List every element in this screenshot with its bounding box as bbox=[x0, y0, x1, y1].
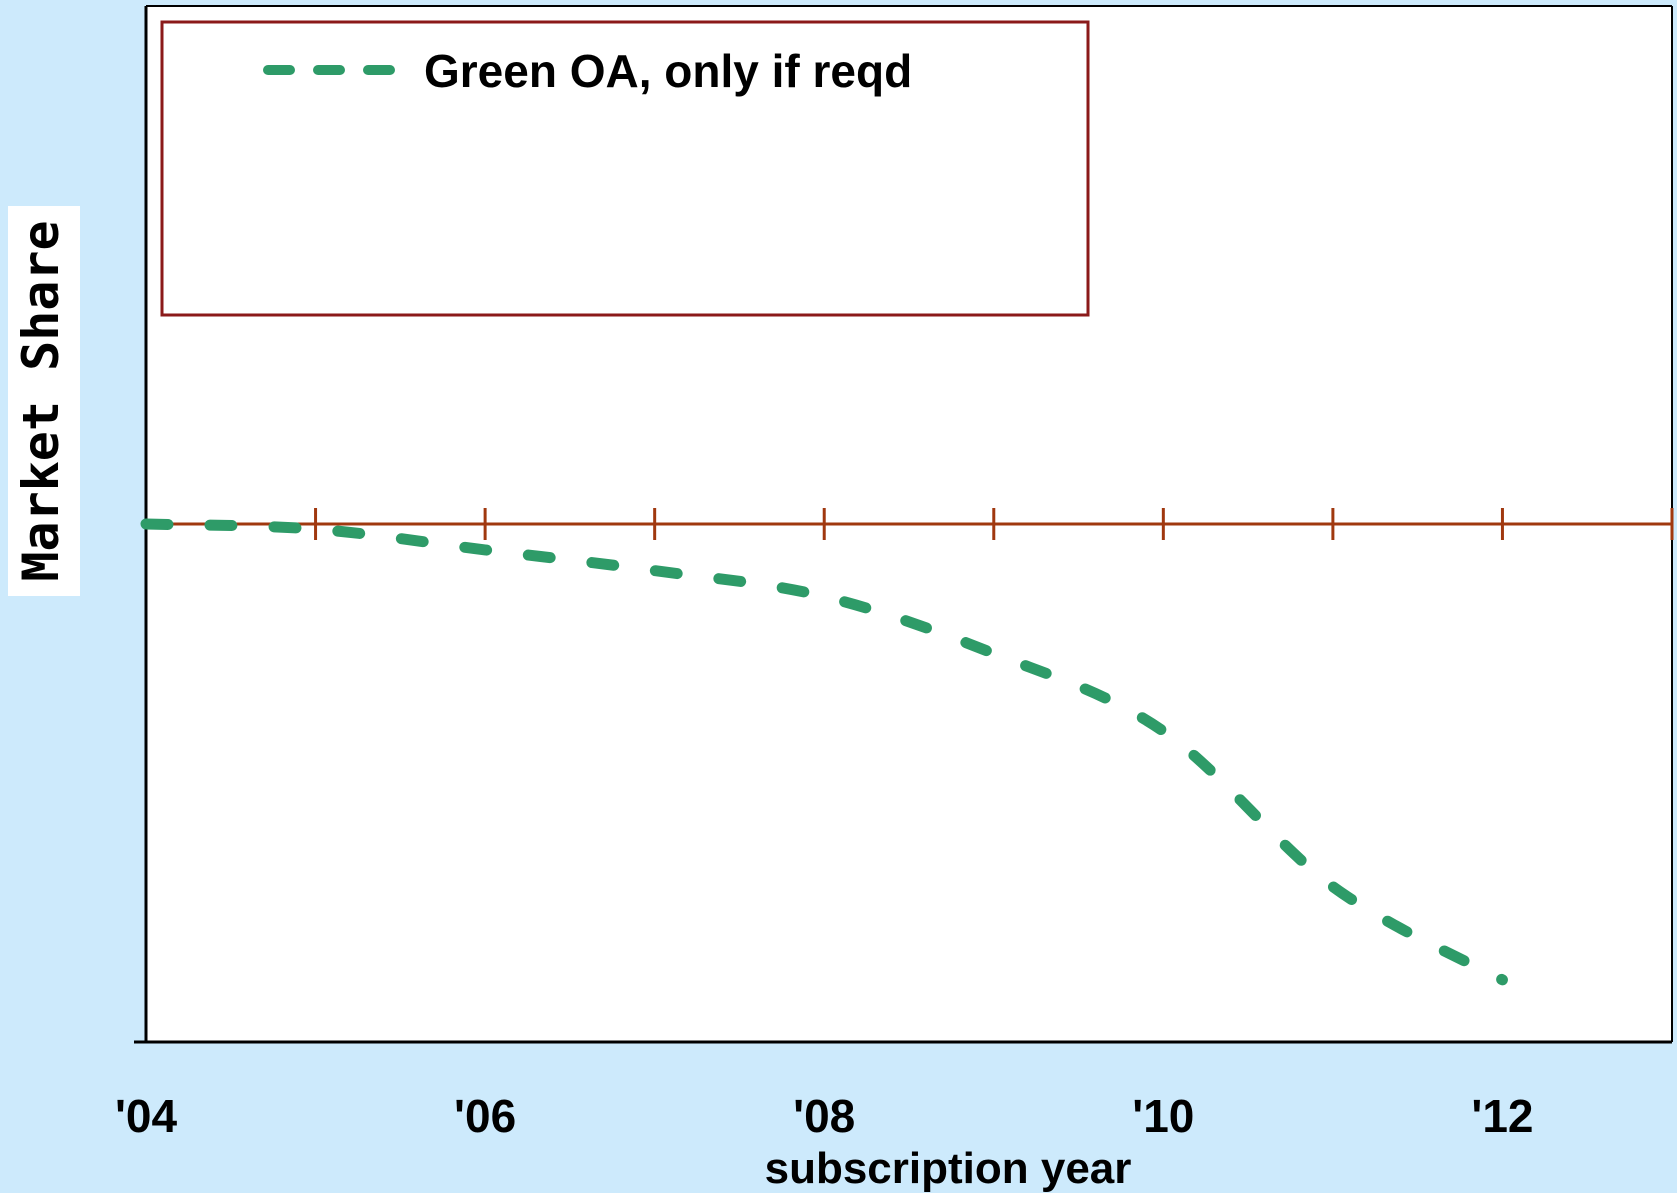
x-tick-label: '08 bbox=[793, 1090, 855, 1142]
series-line bbox=[140, 518, 1508, 986]
x-tick-label: '04 bbox=[115, 1090, 178, 1142]
y-axis-title-background bbox=[8, 206, 80, 596]
x-axis-title: subscription year bbox=[765, 1144, 1132, 1193]
x-tick-labels: '04 '06 '08 '10 '12 bbox=[115, 1090, 1534, 1142]
x-tick-label: '10 bbox=[1132, 1090, 1194, 1142]
y-axis-title: Market Share bbox=[12, 220, 70, 581]
legend: Green OA, only if reqd bbox=[160, 20, 1090, 317]
x-tick-label: '12 bbox=[1471, 1090, 1533, 1142]
zero-baseline bbox=[146, 508, 1674, 540]
legend-label: Green OA, only if reqd bbox=[424, 45, 912, 97]
x-tick-label: '06 bbox=[454, 1090, 516, 1142]
series-lines bbox=[140, 518, 1508, 986]
y-axis-title-group: Market Share bbox=[8, 206, 80, 596]
